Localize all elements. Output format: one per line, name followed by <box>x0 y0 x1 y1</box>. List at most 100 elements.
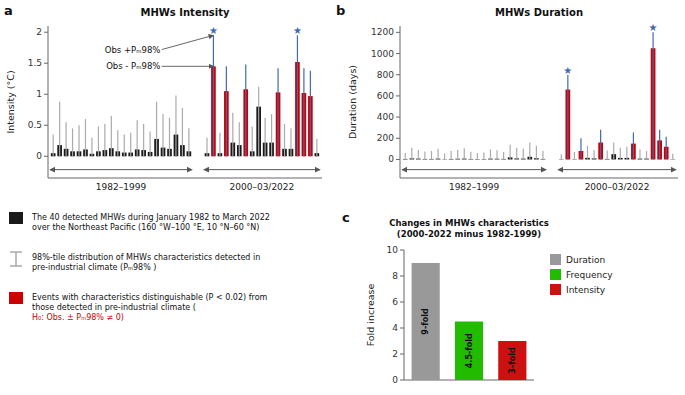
error-bar <box>633 132 634 159</box>
error-bar <box>496 150 497 159</box>
tick <box>400 328 404 329</box>
error-bar <box>182 108 183 156</box>
error-bar <box>567 75 568 160</box>
error-bar <box>91 138 92 157</box>
y-axis <box>48 26 49 178</box>
error-bar <box>529 143 530 160</box>
error-bar <box>536 146 537 160</box>
legend-label: Duration <box>566 255 605 265</box>
marks <box>51 35 319 156</box>
key-label: Events with characteristics distinguisha… <box>32 293 268 312</box>
panel-label: b <box>336 3 345 18</box>
figure: 00.511.52Intensity (°C)aMHWs Intensity19… <box>0 0 685 395</box>
error-bar <box>137 120 138 156</box>
text-line: those detected in pre-industrial climate… <box>32 303 196 312</box>
text-line: 98%-tile distribution of MHWs characteri… <box>32 253 260 262</box>
error-bar <box>232 113 233 156</box>
text-line: Events with characteristics distinguisha… <box>32 293 268 302</box>
error-bar <box>523 149 524 160</box>
error-bar <box>65 122 66 156</box>
error-bar <box>516 148 517 160</box>
error-bar <box>600 130 601 160</box>
key-swatch <box>9 292 23 304</box>
error-bar <box>620 148 621 160</box>
tick <box>400 380 404 381</box>
error-bar <box>258 87 259 156</box>
error-bar <box>672 154 673 160</box>
tick <box>44 125 48 126</box>
error-bar <box>490 149 491 159</box>
period-label: 2000–03/2022 <box>585 182 650 192</box>
panel-label: c <box>342 210 350 225</box>
annotation-arrow <box>162 35 214 49</box>
tick <box>396 53 400 54</box>
error-bar <box>561 154 562 159</box>
error-bar <box>169 118 170 156</box>
error-bar <box>277 68 278 156</box>
legend-label: Frequency <box>566 270 613 280</box>
error-bar <box>316 139 317 156</box>
error-bar <box>143 124 144 156</box>
annotation-arrow <box>162 66 214 67</box>
error-bar <box>659 130 660 160</box>
error-bar <box>252 127 253 157</box>
panel-label: a <box>4 3 13 18</box>
tick-label: 0.5 <box>28 120 42 130</box>
tick-label: 2 <box>36 27 42 37</box>
error-bar <box>78 125 79 156</box>
error-bar <box>451 151 452 159</box>
error-bar <box>59 102 60 157</box>
error-bar <box>405 153 406 159</box>
tick-label: 1200 <box>371 27 394 37</box>
tick-label: 1.5 <box>28 58 42 68</box>
bar <box>455 322 483 381</box>
x-axis <box>48 178 322 179</box>
error-bar <box>613 143 614 160</box>
error-bar <box>477 153 478 159</box>
tick-label: 800 <box>377 70 394 80</box>
star: ★ <box>563 65 572 76</box>
error-bar <box>111 116 112 156</box>
error-bar <box>457 150 458 160</box>
tick-label: 6 <box>392 297 398 307</box>
marks <box>412 263 527 380</box>
error-bar <box>464 148 465 159</box>
bar <box>498 341 526 380</box>
panel: 0246810Fold increasecChanges in MHWs cha… <box>342 210 549 385</box>
y-axis-label: Duration (days) <box>347 65 358 139</box>
legend-label: Intensity <box>566 285 606 295</box>
error-bar <box>290 128 291 156</box>
legend-swatch <box>550 254 561 265</box>
annotation: Obs - Pₘ98% <box>106 61 160 71</box>
error-bar <box>239 122 240 156</box>
y-axis <box>404 250 405 380</box>
error-bar <box>431 151 432 159</box>
error-bar <box>284 124 285 156</box>
data-label: 4.5-fold <box>465 333 474 368</box>
tick <box>44 156 48 157</box>
chart-title: MHWs Intensity <box>141 7 230 18</box>
error-bar <box>503 152 504 159</box>
text-line: The 40 detected MHWs during January 1982… <box>31 213 270 222</box>
key-swatch <box>9 212 23 224</box>
error-bar <box>104 124 105 156</box>
tick-label: 1 <box>36 89 42 99</box>
error-bar <box>130 133 131 157</box>
tick-label: 600 <box>377 91 394 101</box>
error-bar <box>265 118 266 156</box>
tick-label: 0 <box>36 151 42 161</box>
error-bar <box>156 102 157 157</box>
text-line: pre-industrial climate (Pₘ98% ) <box>32 263 156 272</box>
error-bar <box>310 71 311 157</box>
marks <box>403 32 675 159</box>
key-swatch <box>10 252 22 266</box>
period-arrow <box>204 169 320 170</box>
error-bar <box>124 135 125 157</box>
error-bar <box>542 151 543 159</box>
tick-label: 0 <box>392 375 398 385</box>
period-label: 1982–1999 <box>449 182 500 192</box>
period-arrow <box>50 169 192 170</box>
text-line: over the Northeast Pacific (160 °W–100 °… <box>32 223 259 232</box>
tick-label: 4 <box>392 323 398 333</box>
tick <box>396 117 400 118</box>
